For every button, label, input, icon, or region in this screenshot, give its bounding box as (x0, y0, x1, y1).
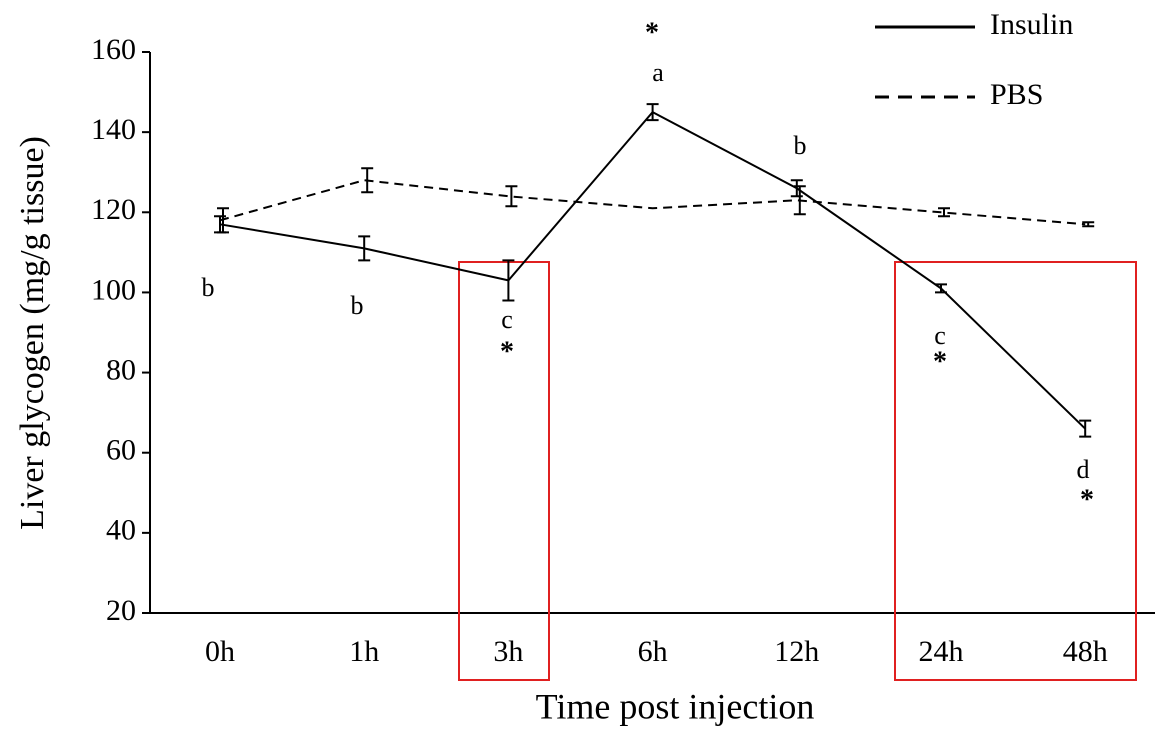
error-bar (505, 185, 518, 208)
y-tick-label: 160 (91, 33, 136, 66)
error-bar (358, 235, 371, 262)
highlights (458, 261, 1137, 681)
error-bar (793, 185, 806, 216)
significance-letter: b (202, 273, 215, 302)
significance-star: * (500, 336, 514, 367)
x-tick-label: 3h (493, 635, 523, 668)
x-axis-title: Time post injection (536, 686, 815, 726)
series-line (219, 179, 1086, 226)
x-tick-label: 48h (1063, 635, 1108, 668)
legend-label: PBS (990, 78, 1043, 111)
y-tick-label: 20 (106, 594, 136, 627)
error-bar (935, 283, 947, 294)
error-bar (646, 103, 659, 122)
y-tick-label: 60 (106, 434, 136, 467)
x-tick-label: 0h (205, 635, 235, 668)
x-tick-label: 12h (774, 635, 819, 668)
y-tick-label: 40 (106, 514, 136, 547)
x-tick-label: 6h (638, 635, 668, 668)
error-bar (361, 167, 374, 194)
significance-letter: b (794, 131, 807, 160)
error-bar (217, 207, 229, 234)
highlight-box (894, 261, 1137, 681)
x-tick-label: 24h (919, 635, 964, 668)
significance-letter: b (351, 291, 364, 320)
series-line (219, 110, 1086, 430)
y-tick-label: 80 (106, 353, 136, 386)
error-bar (790, 179, 803, 198)
significance-star: * (933, 346, 947, 377)
significance-star: * (645, 17, 659, 48)
significance-star: * (1080, 484, 1094, 515)
highlight-box (458, 261, 550, 681)
significance-letter: c (501, 305, 513, 334)
significance-letter: a (652, 58, 664, 87)
x-tick-label: 1h (349, 635, 379, 668)
y-tick-label: 140 (91, 113, 136, 146)
legend-label: Insulin (990, 8, 1073, 41)
error-bar (502, 259, 515, 302)
significance-letter: c (934, 321, 946, 350)
significance-letter: d (1077, 455, 1090, 484)
error-bar (1082, 221, 1095, 228)
y-axis-title: Liver glycogen (mg/g tissue) (14, 136, 51, 530)
y-tick-label: 120 (91, 193, 136, 226)
y-tick-label: 100 (91, 273, 136, 306)
error-bar (938, 207, 950, 218)
error-bar (1079, 419, 1092, 438)
